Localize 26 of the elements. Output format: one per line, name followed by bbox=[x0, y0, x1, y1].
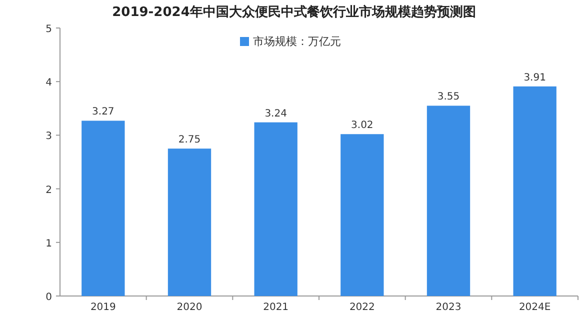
y-tick-label: 0 bbox=[46, 292, 52, 303]
chart-title: 2019-2024年中国大众便民中式餐饮行业市场规模趋势预测图 bbox=[112, 4, 476, 20]
x-tick-label: 2020 bbox=[176, 302, 202, 313]
legend-label: 市场规模：万亿元 bbox=[253, 35, 341, 48]
bar bbox=[426, 106, 470, 296]
data-label: 3.91 bbox=[524, 72, 546, 84]
data-label: 2.75 bbox=[178, 134, 201, 146]
data-label: 3.02 bbox=[351, 120, 374, 132]
data-label: 3.55 bbox=[437, 92, 460, 103]
bar bbox=[168, 148, 212, 296]
x-tick-label: 2024E bbox=[518, 302, 551, 313]
x-tick-label: 2021 bbox=[263, 302, 289, 313]
data-label: 3.27 bbox=[92, 106, 114, 118]
x-tick-label: 2023 bbox=[436, 302, 462, 313]
y-tick-label: 2 bbox=[46, 184, 52, 196]
bar bbox=[340, 134, 384, 296]
x-tick-label: 2022 bbox=[349, 302, 375, 313]
bar bbox=[513, 86, 556, 296]
data-label: 3.24 bbox=[264, 108, 287, 120]
y-tick-label: 1 bbox=[46, 238, 52, 250]
y-tick-label: 4 bbox=[46, 78, 52, 89]
x-tick-label: 2019 bbox=[90, 302, 116, 313]
y-tick-label: 3 bbox=[46, 131, 52, 142]
bar bbox=[254, 122, 298, 296]
bar bbox=[82, 120, 125, 296]
y-tick-label: 5 bbox=[46, 24, 52, 35]
